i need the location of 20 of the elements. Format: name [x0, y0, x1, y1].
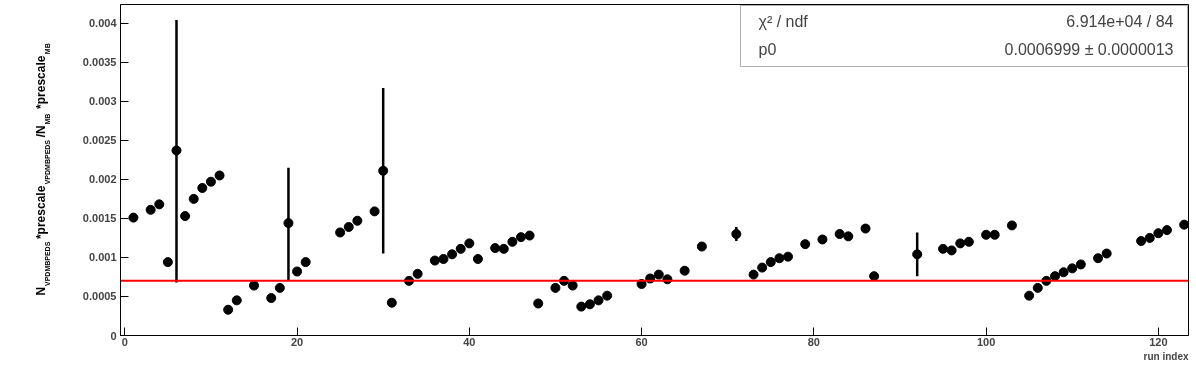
x-tick-label: 100 — [976, 335, 996, 348]
x-tick-label: 80 — [807, 335, 820, 348]
y-tick-label: 0.0015 — [82, 212, 117, 225]
annotation: 0.0006999 ± 0.0000013 — [1004, 41, 1174, 58]
y-tick-label: 0.004 — [88, 17, 118, 30]
y-tick-label: 0.0005 — [82, 290, 117, 303]
annotation: χ² / ndf — [758, 13, 809, 30]
x-tick-label: 40 — [463, 335, 476, 348]
y-tick-label: 0.0025 — [82, 134, 117, 147]
y-tick-label: 0.001 — [88, 251, 117, 264]
x-tick-label: 0 — [121, 335, 128, 348]
y-tick-label: 0.002 — [88, 173, 117, 186]
x-tick-label: 60 — [635, 335, 648, 348]
x-axis-title: run index — [1143, 350, 1189, 362]
y-tick-label: 0.003 — [88, 95, 117, 108]
annotation: 6.914e+04 / 84 — [1066, 13, 1174, 30]
annotation: p0 — [758, 41, 777, 58]
y-tick-label: 0.0035 — [82, 56, 117, 69]
x-tick-label: 120 — [1149, 335, 1168, 348]
x-tick-label: 20 — [290, 335, 304, 348]
